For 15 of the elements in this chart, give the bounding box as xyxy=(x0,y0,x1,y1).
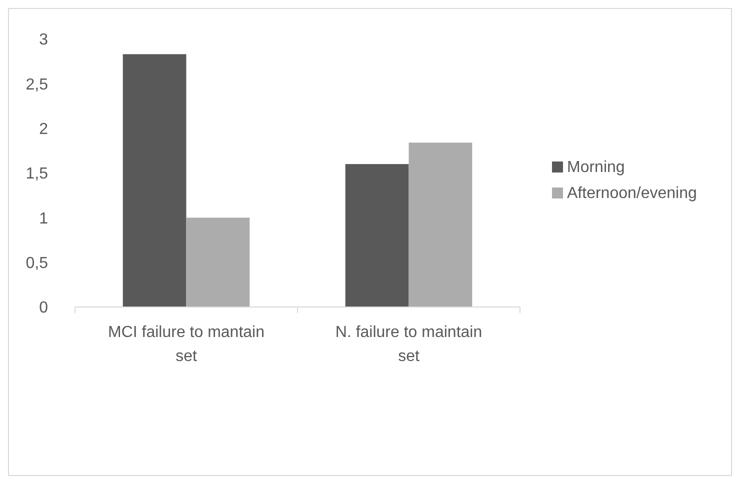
y-tick-label: 2,5 xyxy=(26,76,48,94)
x-tick-label: N. failure to maintain set xyxy=(335,324,482,365)
y-tick-label: 1,5 xyxy=(26,166,48,183)
legend-label: Afternoon/evening xyxy=(567,185,697,202)
y-tick-label: 2 xyxy=(39,120,48,138)
y-tick-label: 1 xyxy=(39,210,48,228)
y-tick-label: 3 xyxy=(39,32,48,49)
bar xyxy=(186,218,250,307)
y-tick-label: 0,5 xyxy=(26,254,48,272)
bar xyxy=(408,142,472,307)
bar xyxy=(122,54,186,307)
bar xyxy=(345,164,409,307)
y-tick-label: 0 xyxy=(39,300,48,317)
legend-label: Morning xyxy=(567,159,625,176)
x-tick-label: MCI failure to mantain set xyxy=(108,324,265,365)
